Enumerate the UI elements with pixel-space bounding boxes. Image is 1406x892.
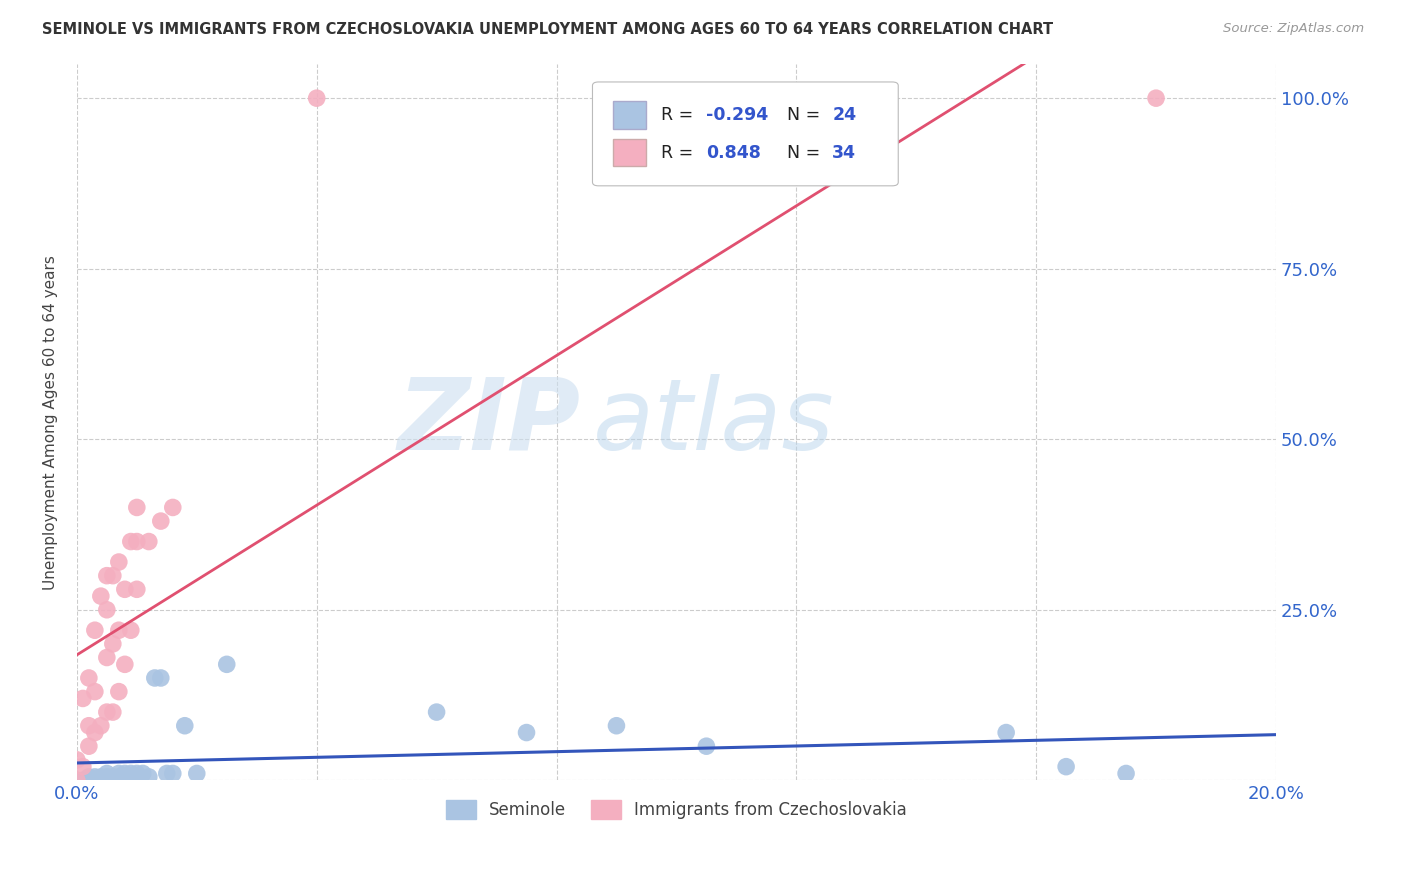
Point <box>186 766 208 780</box>
Point <box>83 773 105 788</box>
Point <box>108 766 131 780</box>
Point <box>114 582 136 597</box>
Point <box>96 770 118 784</box>
Point <box>149 671 172 685</box>
Point <box>108 555 131 569</box>
Point <box>1054 759 1077 773</box>
Point <box>125 500 148 515</box>
Point <box>132 766 155 780</box>
Point <box>125 766 148 780</box>
Point <box>77 770 100 784</box>
Point <box>162 766 184 780</box>
Point <box>83 725 105 739</box>
Point <box>108 684 131 698</box>
Point <box>125 582 148 597</box>
Point <box>695 739 717 754</box>
Point <box>114 770 136 784</box>
Point <box>305 91 328 105</box>
FancyBboxPatch shape <box>592 82 898 186</box>
Point <box>83 684 105 698</box>
Point <box>138 770 160 784</box>
Point <box>125 534 148 549</box>
Point <box>96 650 118 665</box>
Text: SEMINOLE VS IMMIGRANTS FROM CZECHOSLOVAKIA UNEMPLOYMENT AMONG AGES 60 TO 64 YEAR: SEMINOLE VS IMMIGRANTS FROM CZECHOSLOVAK… <box>42 22 1053 37</box>
Text: 24: 24 <box>832 106 856 124</box>
FancyBboxPatch shape <box>613 139 647 167</box>
Text: N =: N = <box>787 144 825 161</box>
Point <box>96 705 118 719</box>
Text: atlas: atlas <box>592 374 834 471</box>
Point <box>101 705 124 719</box>
Point <box>125 770 148 784</box>
Point <box>77 671 100 685</box>
Point <box>96 603 118 617</box>
Point <box>66 773 89 788</box>
Text: Source: ZipAtlas.com: Source: ZipAtlas.com <box>1223 22 1364 36</box>
Point <box>66 773 89 788</box>
Legend: Seminole, Immigrants from Czechoslovakia: Seminole, Immigrants from Czechoslovakia <box>439 793 914 826</box>
Point <box>120 766 142 780</box>
Point <box>108 624 131 638</box>
Text: ZIP: ZIP <box>398 374 581 471</box>
Point <box>72 759 94 773</box>
Text: 34: 34 <box>832 144 856 161</box>
Text: N =: N = <box>787 106 825 124</box>
Point <box>101 637 124 651</box>
Point <box>995 725 1018 739</box>
Y-axis label: Unemployment Among Ages 60 to 64 years: Unemployment Among Ages 60 to 64 years <box>44 255 58 590</box>
Point <box>96 766 118 780</box>
Point <box>66 753 89 767</box>
Text: R =: R = <box>661 144 699 161</box>
Point <box>90 770 112 784</box>
Point <box>143 671 166 685</box>
Point <box>162 500 184 515</box>
Point <box>215 657 238 672</box>
Point <box>90 589 112 603</box>
Point <box>108 770 131 784</box>
Text: 0.848: 0.848 <box>706 144 761 161</box>
Point <box>156 766 179 780</box>
Point <box>101 773 124 788</box>
FancyBboxPatch shape <box>613 102 647 128</box>
Point <box>114 657 136 672</box>
Point <box>101 568 124 582</box>
Point <box>83 770 105 784</box>
Point <box>72 773 94 788</box>
Point <box>605 719 627 733</box>
Point <box>515 725 537 739</box>
Point <box>426 705 449 719</box>
Text: -0.294: -0.294 <box>706 106 769 124</box>
Point <box>101 770 124 784</box>
Text: R =: R = <box>661 106 699 124</box>
Point <box>1115 766 1137 780</box>
Point <box>96 568 118 582</box>
Point <box>77 719 100 733</box>
Point <box>149 514 172 528</box>
Point <box>173 719 195 733</box>
Point <box>90 773 112 788</box>
Point <box>77 739 100 754</box>
Point <box>120 624 142 638</box>
Point <box>120 534 142 549</box>
Point <box>83 624 105 638</box>
Point <box>90 719 112 733</box>
Point <box>72 691 94 706</box>
Point <box>114 766 136 780</box>
Point <box>1144 91 1167 105</box>
Point <box>138 534 160 549</box>
